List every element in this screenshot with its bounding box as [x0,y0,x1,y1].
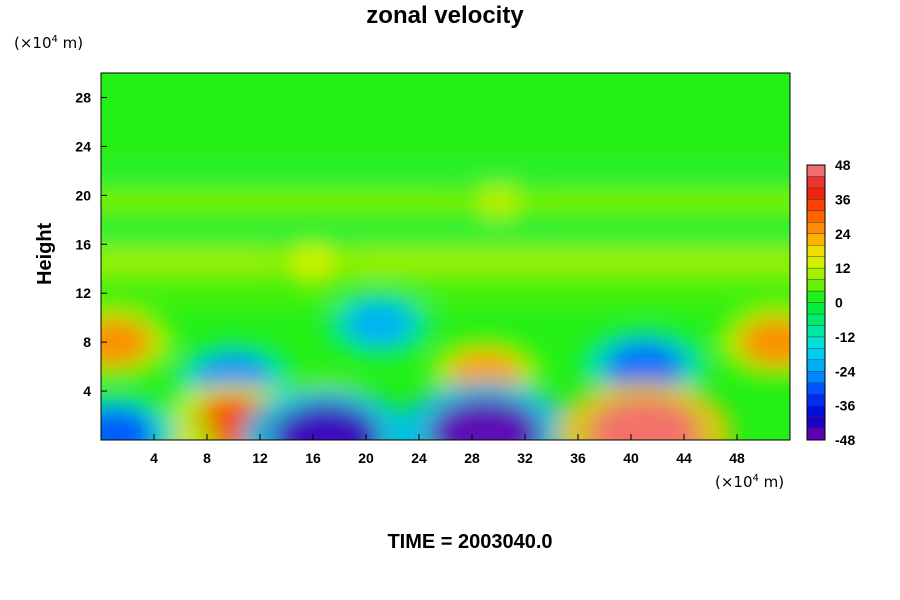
colorbar-segment [806,302,826,315]
field-feature [473,184,524,219]
y-tick-label: 12 [75,285,91,301]
field-feature [429,398,541,440]
colorbar-segment [806,313,826,326]
heatmap-plot-area [101,73,790,440]
colorbar-segment [806,199,826,212]
x-tick-label: 12 [252,450,268,466]
colorbar-segment [806,428,826,441]
y-axis-ticks: 4 8 12 16 20 24 28 [75,89,107,399]
field-band [101,189,790,214]
field-feature [101,407,156,440]
colorbar-tick-label: 24 [835,226,851,242]
x-tick-label: 4 [150,450,158,466]
y-tick-label: 24 [75,138,91,154]
x-tick-label: 36 [570,450,586,466]
colorbar-frame [806,164,826,441]
field-feature [739,317,790,367]
x-axis-ticks: 4 8 12 16 20 24 28 32 36 40 44 48 [150,434,745,466]
field-feature [272,403,380,440]
field-band [101,293,790,306]
field-feature [588,398,700,440]
colorbar-segment [806,176,826,189]
colorbar-segment [806,382,826,395]
colorbar-segment [806,405,826,418]
colorbar-segment [806,222,826,234]
x-tick-label: 28 [464,450,480,466]
colorbar-tick-label: -24 [835,363,855,379]
plot-frame [100,72,791,441]
x-tick-label: 16 [305,450,321,466]
colorbar-tick-label: 36 [835,191,851,207]
colorbar-tick-label: -36 [835,398,855,414]
colorbar-segment [806,187,826,200]
x-tick-label: 40 [623,450,639,466]
colorbar-segment [806,325,826,338]
field-band [101,158,790,165]
y-tick-label: 20 [75,187,91,203]
field-band [101,225,790,239]
y-tick-label: 16 [75,236,91,252]
colorbar-segment [806,164,826,177]
y-tick-label: 8 [83,334,91,350]
colorbar-segment [806,245,826,257]
colorbar-segment [806,290,826,303]
colorbar-segment [806,256,826,269]
colorbar-tick-label: 12 [835,260,851,276]
field-band [101,244,790,281]
x-tick-label: 20 [358,450,374,466]
field-feature [101,317,152,367]
time-label: TIME = 2003040.0 [387,531,553,553]
colorbar-segment [806,210,826,223]
field-feature [286,244,340,281]
field-band [101,170,790,177]
colorbar-segment [806,359,826,372]
x-tick-label: 8 [203,450,211,466]
x-tick-label: 44 [676,450,692,466]
x-tick-label: 48 [729,450,745,466]
colorbar-segment [806,393,826,406]
x-tick-label: 32 [517,450,533,466]
colorbar: 48 36 24 12 0 -12 -24 -36 -48 [806,157,855,448]
colorbar-tick-label: 0 [835,295,843,311]
x-axis-unit: (×104 m) [715,473,785,491]
chart-title: zonal velocity [366,2,524,29]
y-axis-unit: (×104 m) [14,34,84,52]
field-contours [101,158,790,440]
colorbar-tick-label: -48 [835,432,855,448]
y-tick-label: 4 [83,383,91,399]
colorbar-segment [806,416,826,429]
x-tick-label: 24 [411,450,427,466]
colorbar-segment [806,336,826,349]
colorbar-segment [806,371,826,383]
colorbar-segment [806,233,826,246]
colorbar-segment [806,267,826,280]
colorbar-segment [806,348,826,360]
y-tick-label: 28 [75,89,91,105]
colorbar-tick-label: -12 [835,329,855,345]
colorbar-tick-label: 48 [835,157,851,173]
field-feature [345,301,414,346]
colorbar-segment [806,279,826,292]
field-feature [605,341,684,392]
